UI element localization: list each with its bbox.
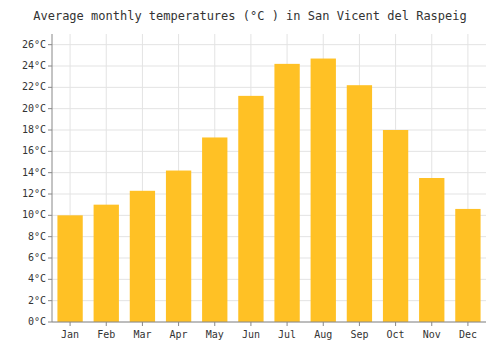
y-tick-label: 22°C <box>22 81 46 92</box>
y-tick-label: 4°C <box>28 273 46 284</box>
bar <box>419 178 444 322</box>
y-tick <box>48 172 52 173</box>
y-tick <box>48 194 52 195</box>
bar <box>94 205 119 322</box>
x-tick-label: May <box>206 329 224 340</box>
x-tick <box>323 322 324 326</box>
x-tick-label: Feb <box>97 329 115 340</box>
grid <box>52 34 486 322</box>
y-tick <box>48 130 52 131</box>
x-tick <box>287 322 288 326</box>
y-tick <box>48 215 52 216</box>
y-tick-label: 18°C <box>22 124 46 135</box>
bar <box>57 215 82 322</box>
y-tick-label: 16°C <box>22 145 46 156</box>
y-tick-label: 20°C <box>22 103 46 114</box>
bar <box>383 130 408 322</box>
bar <box>347 85 372 322</box>
chart: 0°C 2°C 4°C 6°C 8°C 10°C 12°C 14°C 16°C 18°C 20°C 2… <box>0 0 500 350</box>
y-tick <box>48 108 52 109</box>
x-tick <box>250 322 251 326</box>
x-tick <box>395 322 396 326</box>
bar <box>130 191 155 322</box>
bar <box>311 59 336 322</box>
grid-line-y <box>52 151 486 152</box>
grid-line-y <box>52 322 486 323</box>
y-tick-label: 0°C <box>28 316 46 327</box>
x-tick <box>467 322 468 326</box>
y-tick-label: 12°C <box>22 188 46 199</box>
y-tick-label: 6°C <box>28 252 46 263</box>
x-tick <box>106 322 107 326</box>
y-tick-label: 2°C <box>28 295 46 306</box>
y-tick-label: 24°C <box>22 60 46 71</box>
y-tick-label: 14°C <box>22 167 46 178</box>
y-tick-label: 8°C <box>28 231 46 242</box>
x-tick <box>431 322 432 326</box>
x-tick <box>70 322 71 326</box>
x-tick-label: Jan <box>61 329 79 340</box>
x-tick-label: Jun <box>242 329 260 340</box>
y-tick <box>48 87 52 88</box>
x-tick-label: Aug <box>314 329 332 340</box>
x-tick-label: Mar <box>133 329 151 340</box>
x-tick <box>214 322 215 326</box>
grid-line-y <box>52 108 486 109</box>
bar <box>238 96 263 322</box>
bars <box>57 59 480 322</box>
x-tick-label: Nov <box>423 329 441 340</box>
x-tick-label: Sep <box>350 329 368 340</box>
y-tick <box>48 300 52 301</box>
x-tick-label: Jul <box>278 329 296 340</box>
y-tick-label: 26°C <box>22 39 46 50</box>
grid-line-y <box>52 130 486 131</box>
y-tick <box>48 44 52 45</box>
title: Average monthly temperatures (°C ) in Sa… <box>33 9 466 23</box>
y-tick <box>48 258 52 259</box>
grid-line-y <box>52 66 486 67</box>
y-tick <box>48 151 52 152</box>
bar <box>274 64 299 322</box>
y-tick <box>48 66 52 67</box>
x-tick-label: Apr <box>170 329 188 340</box>
y-tick <box>48 322 52 323</box>
grid-line-y <box>52 44 486 45</box>
bar <box>166 171 191 322</box>
y-tick <box>48 279 52 280</box>
axes: 0°C 2°C 4°C 6°C 8°C 10°C 12°C 14°C 16°C 18°C 20°C 2… <box>22 34 486 340</box>
x-tick <box>142 322 143 326</box>
grid-line-y <box>52 87 486 88</box>
x-tick <box>359 322 360 326</box>
y-tick <box>48 236 52 237</box>
y-tick-label: 10°C <box>22 209 46 220</box>
grid-line-y <box>52 172 486 173</box>
y-axis-line <box>52 34 53 322</box>
bar <box>202 137 227 322</box>
x-axis-line <box>52 322 486 323</box>
x-tick-label: Dec <box>459 329 477 340</box>
x-tick-label: Oct <box>387 329 405 340</box>
x-tick <box>178 322 179 326</box>
bar <box>455 209 480 322</box>
chart-container: 0°C 2°C 4°C 6°C 8°C 10°C 12°C 14°C 16°C 18°C 20°C 2… <box>0 0 500 350</box>
